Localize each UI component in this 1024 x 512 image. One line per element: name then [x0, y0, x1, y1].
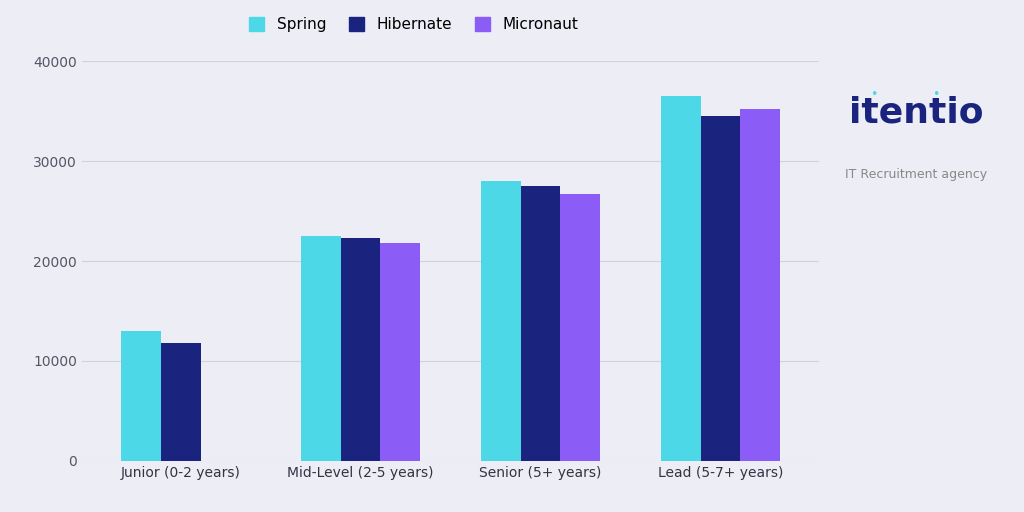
- Text: •: •: [932, 88, 940, 101]
- Bar: [560, 194, 600, 461]
- Bar: [301, 236, 341, 461]
- Bar: [740, 110, 779, 461]
- Bar: [341, 238, 381, 461]
- Bar: [381, 243, 420, 461]
- Text: itentio: itentio: [849, 96, 984, 130]
- Text: •: •: [869, 88, 878, 101]
- Bar: [700, 116, 740, 461]
- Bar: [520, 186, 560, 461]
- Text: IT Recruitment agency: IT Recruitment agency: [846, 167, 987, 181]
- Bar: [660, 96, 700, 461]
- Legend: Spring, Hibernate, Micronaut: Spring, Hibernate, Micronaut: [249, 17, 579, 32]
- Bar: [161, 343, 201, 461]
- Bar: [481, 181, 520, 461]
- Bar: [122, 331, 161, 461]
